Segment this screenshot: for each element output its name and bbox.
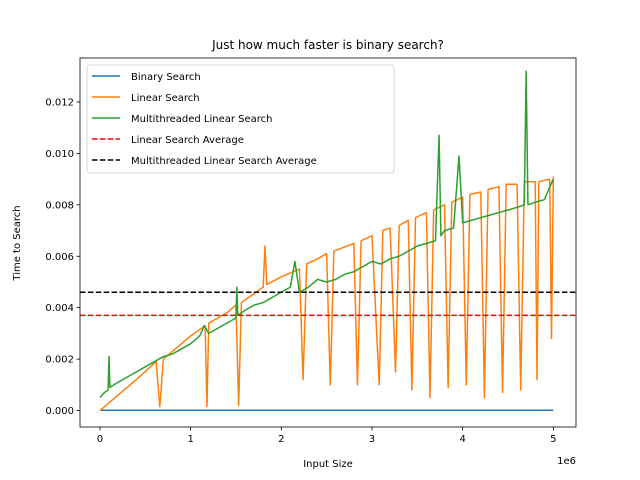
- x-tick-label: 1: [187, 434, 193, 445]
- legend-box: [86, 64, 395, 174]
- y-tick-label: 0.010: [45, 149, 74, 160]
- x-tick-label: 0: [97, 434, 103, 445]
- legend-label-multithreaded-linear-search: Multithreaded Linear Search: [131, 114, 273, 125]
- x-tick-label: 5: [550, 434, 556, 445]
- legend: Binary Search Linear Search Multithreaded …: [86, 64, 395, 174]
- x-tick-label: 3: [369, 434, 375, 445]
- y-tick-label: 0.012: [45, 97, 74, 108]
- series-multithreaded-linear-search: [99, 70, 555, 399]
- chart-title: Just how much faster is binary search?: [211, 38, 444, 52]
- x-axis-label: Input Size: [303, 459, 353, 470]
- x-tick-label: 2: [278, 434, 284, 445]
- series-linear-search: [99, 176, 555, 412]
- legend-label-multithreaded-linear-search-average: Multithreaded Linear Search Average: [131, 156, 317, 167]
- legend-label-binary-search: Binary Search: [131, 72, 201, 83]
- y-ticks: 0.000 0.002 0.004 0.006 0.008 0.010 0.012: [45, 97, 80, 417]
- y-tick-label: 0.000: [45, 406, 74, 417]
- y-tick-label: 0.008: [45, 200, 74, 211]
- x-axis-offset-label: 1e6: [557, 456, 576, 467]
- y-tick-label: 0.002: [45, 355, 74, 366]
- axes-border: [79, 57, 577, 428]
- series-layer: [80, 70, 576, 412]
- x-tick-label: 4: [459, 434, 465, 445]
- y-axis-label: Time to Search: [12, 205, 23, 281]
- y-tick-label: 0.006: [45, 252, 74, 263]
- legend-label-linear-search-average: Linear Search Average: [131, 135, 244, 146]
- y-tick-label: 0.004: [45, 303, 74, 314]
- legend-label-linear-search: Linear Search: [131, 93, 200, 104]
- x-ticks: 0 1 2 3 4 5: [97, 427, 557, 445]
